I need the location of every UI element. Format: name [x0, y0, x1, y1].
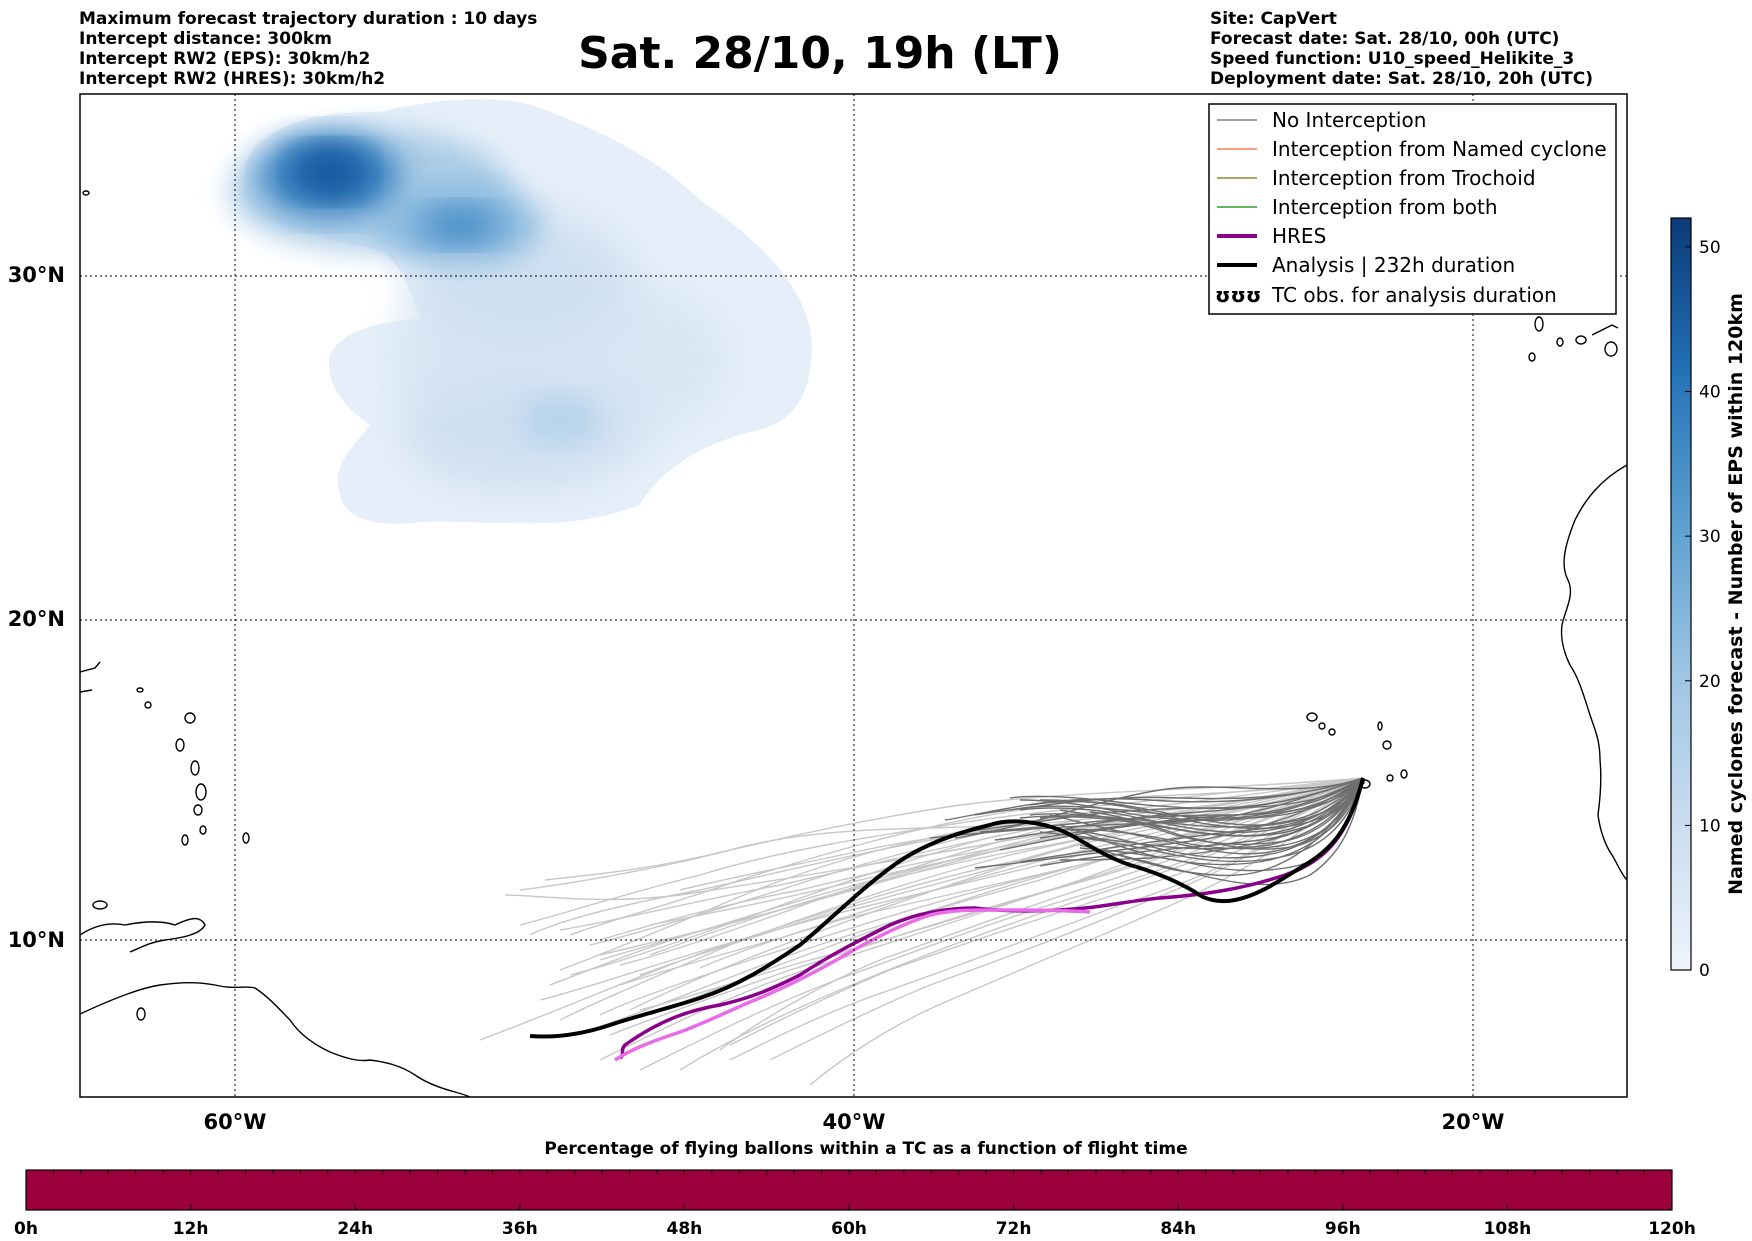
percentage-bar-minor-ticks — [53, 1170, 1645, 1175]
lat-label: 30°N — [8, 263, 65, 287]
colorbar-gradient — [1670, 217, 1692, 971]
hres-early-segment — [614, 908, 1091, 1062]
legend-label: TC obs. for analysis duration — [1271, 283, 1557, 307]
colorbar-tick-label: 30 — [1699, 527, 1721, 547]
islands — [82, 190, 1619, 1021]
lon-label: 40°W — [823, 1110, 886, 1134]
cyclone-density-field — [230, 99, 812, 524]
percentage-bar-tick-label: 72h — [996, 1219, 1032, 1239]
percentage-bar-tick-label: 96h — [1325, 1219, 1361, 1239]
map-frame — [79, 93, 1628, 1098]
tc-obs-symbol: ʊʊʊ — [1215, 283, 1261, 307]
header-right-line: Speed function: U10_speed_Helikite_3 — [1210, 49, 1575, 69]
legend-label: Analysis | 232h duration — [1272, 253, 1515, 277]
legend-label: HRES — [1272, 224, 1326, 248]
ensemble-trajectories — [479, 777, 1364, 1086]
legend-label: No Interception — [1272, 108, 1426, 132]
colorbar-title: Named cyclones forecast - Number of EPS … — [1725, 293, 1747, 895]
percentage-bar-tick-label: 36h — [502, 1219, 538, 1239]
legend-label: Interception from Named cyclone — [1272, 137, 1607, 161]
header-right-line: Deployment date: Sat. 28/10, 20h (UTC) — [1210, 69, 1594, 89]
lat-label: 20°N — [8, 607, 65, 631]
legend: ʊʊʊ No Interception Interception from Na… — [1208, 103, 1617, 315]
colorbar-tick-label: 10 — [1699, 816, 1721, 836]
percentage-bar-tick-label: 0h — [14, 1219, 38, 1239]
colorbar-ticks: 0 10 20 30 40 50 — [1685, 238, 1721, 981]
page-title: Sat. 28/10, 19h (LT) — [578, 28, 1062, 79]
lon-label: 20°W — [1442, 1110, 1505, 1134]
analysis-trajectory — [529, 777, 1365, 1039]
legend-label: Interception from Trochoid — [1272, 166, 1536, 190]
colorbar-tick-label: 50 — [1699, 238, 1721, 258]
percentage-bar-fill — [25, 1169, 1673, 1211]
percentage-bar: Percentage of flying ballons within a TC… — [14, 1139, 1696, 1239]
percentage-bar-tick-label: 48h — [667, 1219, 703, 1239]
legend-box — [1208, 103, 1617, 315]
header-right-line: Forecast date: Sat. 28/10, 00h (UTC) — [1210, 29, 1560, 49]
header-right: Site: CapVert Forecast date: Sat. 28/10,… — [1210, 9, 1593, 89]
header-left-line: Maximum forecast trajectory duration : 1… — [79, 9, 538, 29]
colorbar-tick-label: 40 — [1699, 383, 1721, 403]
percentage-bar-tick-label: 60h — [831, 1219, 867, 1239]
gridlines — [80, 94, 1627, 1097]
percentage-bar-ticks: 0h 12h 24h 36h 48h 60h 72h 84h 96h 108h 120h — [14, 1204, 1696, 1239]
colorbar: 0 10 20 30 40 50 Named cyclones forecast - Nu… — [1670, 217, 1747, 981]
header-left: Maximum forecast trajectory duration : 1… — [79, 9, 537, 89]
header-left-line: Intercept RW2 (HRES): 30km/h2 — [79, 69, 386, 89]
colorbar-tick-label: 20 — [1699, 672, 1721, 692]
lon-label: 60°W — [204, 1110, 267, 1134]
header-right-line: Site: CapVert — [1210, 9, 1337, 29]
header-left-line: Intercept RW2 (EPS): 30km/h2 — [79, 49, 371, 69]
percentage-bar-title: Percentage of flying ballons within a TC… — [544, 1139, 1187, 1159]
percentage-bar-tick-label: 84h — [1160, 1219, 1196, 1239]
percentage-bar-tick-label: 12h — [173, 1219, 209, 1239]
coastlines — [80, 464, 1627, 1097]
colorbar-tick-label: 0 — [1699, 961, 1710, 981]
percentage-bar-tick-label: 120h — [1648, 1219, 1696, 1239]
header-left-line: Intercept distance: 300km — [79, 29, 332, 49]
percentage-bar-tick-label: 108h — [1484, 1219, 1532, 1239]
legend-label: Interception from both — [1272, 195, 1498, 219]
hres-trajectory — [618, 777, 1365, 1060]
lat-label: 10°N — [8, 928, 65, 952]
percentage-bar-tick-label: 24h — [337, 1219, 373, 1239]
